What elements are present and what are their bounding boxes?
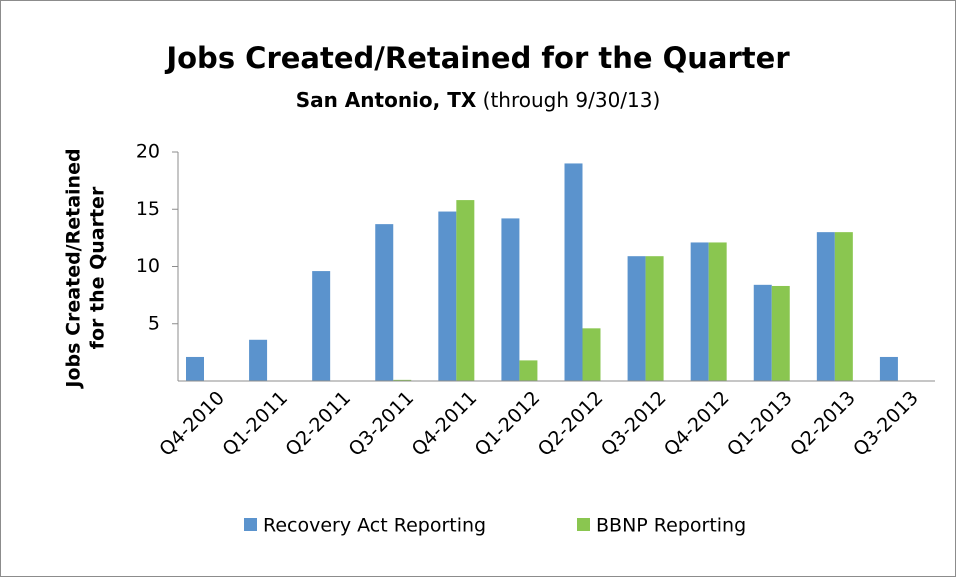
- y-label-line: Jobs Created/Retained: [63, 148, 85, 389]
- bar: [816, 232, 835, 381]
- bar: [627, 256, 646, 381]
- chart-subtitle: San Antonio, TX (through 9/30/13): [296, 88, 661, 112]
- legend-swatch: [577, 518, 590, 531]
- bar: [456, 200, 475, 381]
- bar: [393, 379, 412, 381]
- bar: [834, 232, 853, 381]
- bar: [519, 360, 538, 381]
- bar: [375, 224, 394, 381]
- bar: [771, 285, 790, 381]
- legend-swatch: [244, 518, 257, 531]
- subtitle: (through 9/30/13): [483, 88, 661, 112]
- bar: [753, 284, 772, 381]
- y-tick-label: 5: [148, 312, 160, 334]
- chart-title: Jobs Created/Retained for the Quarter: [164, 41, 790, 75]
- bar: [438, 211, 457, 381]
- bar: [249, 339, 268, 381]
- bar: [312, 271, 331, 381]
- bar: [690, 242, 709, 381]
- subtitle-bold: San Antonio, TX: [296, 88, 477, 112]
- bar: [708, 242, 727, 381]
- legend-label: Recovery Act Reporting: [263, 515, 486, 537]
- y-label-line: for the Quarter: [87, 186, 109, 349]
- bar: [879, 356, 898, 381]
- y-tick-label: 10: [136, 255, 160, 277]
- bar: [582, 328, 601, 381]
- bar: [645, 256, 664, 381]
- y-axis-title: Jobs Created/Retained for the Quarter: [63, 148, 109, 389]
- y-tick-label: 15: [136, 198, 160, 220]
- bar: [501, 218, 520, 381]
- legend-label: BBNP Reporting: [596, 515, 746, 537]
- bar: [564, 163, 583, 381]
- bar: [186, 356, 204, 381]
- y-tick-label: 20: [136, 141, 160, 163]
